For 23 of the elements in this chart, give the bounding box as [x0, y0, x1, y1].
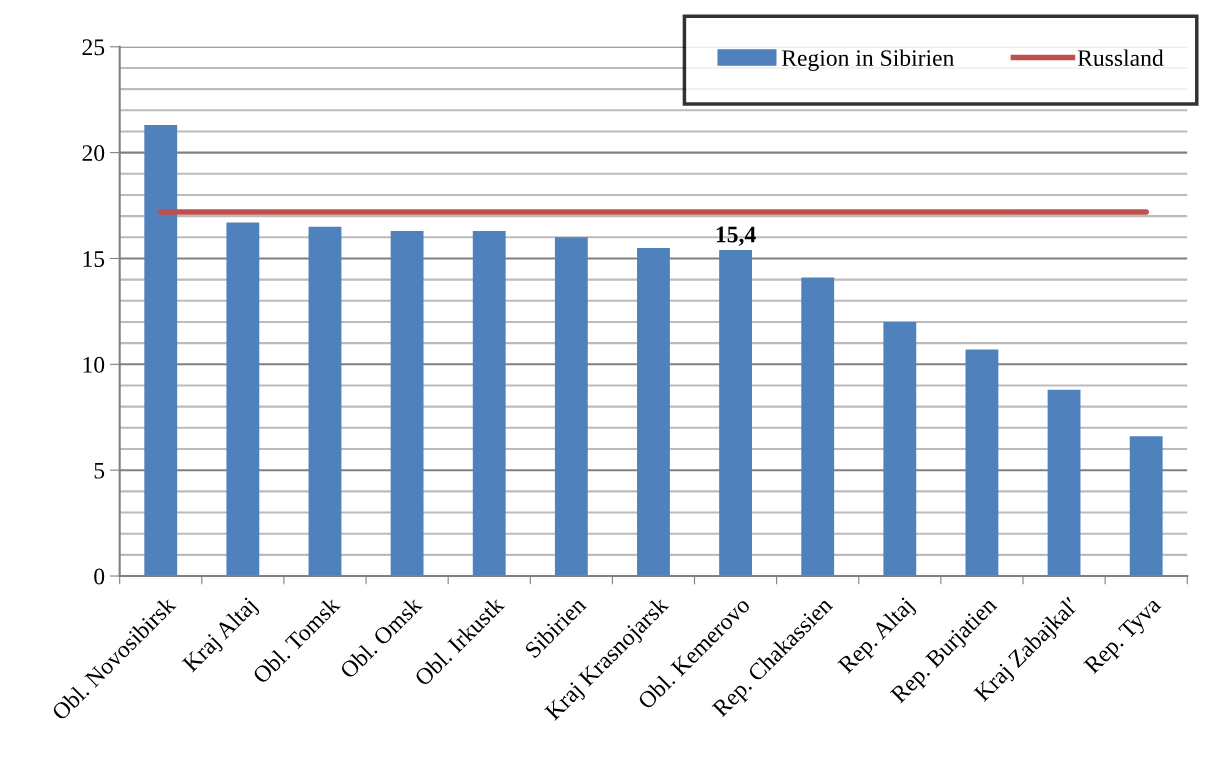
bar — [883, 321, 917, 577]
legend-label: Russland — [1077, 49, 1164, 67]
bar — [637, 247, 670, 577]
legend-label: Region in Sibirien — [781, 49, 955, 71]
bar — [554, 237, 588, 577]
bar — [719, 250, 753, 577]
bar — [390, 230, 424, 577]
data-label: 15,4 — [716, 226, 756, 246]
bar — [226, 222, 260, 577]
y-tick-label: 5 — [94, 462, 105, 479]
bar — [308, 226, 342, 577]
bar — [472, 230, 506, 577]
x-tick-label: Rep. Tyva — [1083, 595, 1166, 678]
bar — [1129, 436, 1163, 577]
y-tick-label: 25 — [82, 39, 105, 56]
y-tick-label: 20 — [82, 145, 105, 162]
y-tick-label: 15 — [83, 251, 105, 267]
y-tick-label: 0 — [94, 568, 105, 585]
bar — [801, 277, 835, 577]
bar — [1047, 389, 1081, 577]
bar — [965, 349, 999, 577]
bar — [144, 125, 178, 577]
y-tick-label: 10 — [83, 356, 105, 373]
